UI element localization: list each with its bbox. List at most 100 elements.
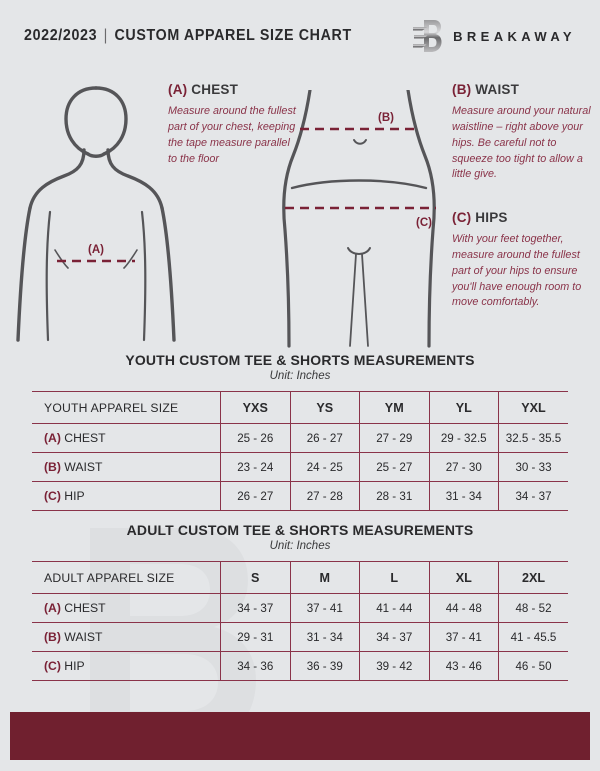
measurement-cell: 43 - 46 (428, 651, 499, 681)
measurement-row-label: (B) WAIST (32, 452, 221, 482)
size-column-header: YXS (220, 391, 291, 424)
adult-section-title: ADULT CUSTOM TEE & SHORTS MEASUREMENTS (126, 522, 474, 538)
size-column-header: YL (428, 391, 499, 424)
table-row: (C) HIP 26 - 27 27 - 28 28 - 31 31 - 34 34 - … (32, 481, 568, 511)
measurement-cell: 24 - 25 (289, 452, 360, 482)
measurement-cell: 30 - 33 (498, 452, 568, 482)
size-column-header: YM (359, 391, 430, 424)
youth-section-unit: Unit: Inches (269, 370, 331, 382)
measurement-cell: 31 - 34 (289, 622, 360, 652)
upper-body-torso-figure: (A) (16, 86, 176, 342)
measurement-tag: (A) (44, 601, 61, 615)
breakaway-b-logo-icon (413, 20, 442, 52)
youth-size-table: YOUTH APPAREL SIZE YXS YS YM YL YXL (A) CHEST 2… (32, 391, 568, 511)
apparel-size-header: ADULT APPAREL SIZE (32, 561, 221, 594)
brand-lockup: BREAKAWAY (412, 19, 576, 53)
callout-chest-word: CHEST (191, 82, 239, 97)
measurement-cell: 36 - 39 (289, 651, 360, 681)
measurement-tag: (C) (44, 489, 61, 503)
adult-section-unit: Unit: Inches (269, 540, 331, 552)
table-row: (C) HIP 34 - 36 36 - 39 39 - 42 43 - 46 46 - … (32, 651, 568, 681)
measurement-cell: 29 - 31 (220, 622, 291, 652)
measurement-tag: (C) (44, 659, 61, 673)
measurement-cell: 27 - 30 (428, 452, 499, 482)
measurement-cell: 34 - 36 (220, 651, 291, 681)
measurement-cell: 29 - 32.5 (428, 423, 499, 453)
measurement-row-label: (A) CHEST (32, 593, 221, 623)
measurement-cell: 46 - 50 (498, 651, 568, 681)
measurement-cell: 37 - 41 (428, 622, 499, 652)
hips-marker-label: (C) (416, 217, 432, 229)
size-column-header: 2XL (498, 561, 568, 594)
callout-chest-title: (A) CHEST (168, 82, 296, 97)
measurement-cell: 39 - 42 (359, 651, 430, 681)
callout-waist-body: Measure around your natural waistline – … (452, 105, 591, 181)
measurement-cell: 34 - 37 (359, 622, 430, 652)
apparel-size-header: YOUTH APPAREL SIZE (32, 391, 221, 424)
callout-hips-body: With your feet together, measure around … (452, 233, 582, 309)
measurement-row-label: (C) HIP (32, 651, 221, 681)
measurement-row-label: (A) CHEST (32, 423, 221, 453)
waist-marker-label: (B) (378, 112, 394, 124)
youth-section-title: YOUTH CUSTOM TEE & SHORTS MEASUREMENTS (125, 352, 475, 368)
callout-hips-tag: (C) (452, 210, 472, 225)
measurement-cell: 27 - 29 (359, 423, 430, 453)
adult-size-table: ADULT APPAREL SIZE S M L XL 2XL (A) CHEST 34 - … (32, 561, 568, 681)
callout-chest-body: Measure around the fullest part of your … (168, 105, 296, 165)
size-column-header: YXL (498, 391, 568, 424)
callout-waist: (B) WAIST Measure around your natural wa… (452, 82, 592, 183)
measurement-cell: 34 - 37 (220, 593, 291, 623)
adult-table-body: ADULT APPAREL SIZE S M L XL 2XL (A) CHEST 34 - … (32, 561, 568, 681)
chest-marker-label: (A) (88, 244, 104, 256)
measurement-cell: 31 - 34 (428, 481, 499, 511)
youth-table-body: YOUTH APPAREL SIZE YXS YS YM YL YXL (A) CHEST 2… (32, 391, 568, 511)
measurement-cell: 25 - 27 (359, 452, 430, 482)
size-column-header: L (359, 561, 430, 594)
callout-chest: (A) CHEST Measure around the fullest par… (168, 82, 296, 167)
measurement-cell: 28 - 31 (359, 481, 430, 511)
table-row: (B) WAIST 23 - 24 24 - 25 25 - 27 27 - 30 30 … (32, 452, 568, 482)
measurement-row-label: (C) HIP (32, 481, 221, 511)
adult-size-section: ADULT CUSTOM TEE & SHORTS MEASUREMENTS U… (32, 522, 568, 681)
table-header-row: ADULT APPAREL SIZE S M L XL 2XL (32, 561, 568, 594)
table-row: (B) WAIST 29 - 31 31 - 34 34 - 37 37 - 41 41 … (32, 622, 568, 652)
measurement-cell: 44 - 48 (428, 593, 499, 623)
callout-waist-title: (B) WAIST (452, 82, 592, 97)
callout-hips: (C) HIPS With your feet together, measur… (452, 210, 594, 311)
callout-chest-tag: (A) (168, 82, 188, 97)
header-year: 2022/2023 (24, 27, 98, 44)
measurement-cell: 37 - 41 (289, 593, 360, 623)
page-header: 2022/2023 | CUSTOM APPAREL SIZE CHART BREA… (0, 0, 600, 72)
header-title-line: 2022/2023 | CUSTOM APPAREL SIZE CHART (24, 27, 352, 45)
lower-body-hips-figure: (B) (C) (282, 90, 436, 348)
measurement-cell: 23 - 24 (220, 452, 291, 482)
callout-hips-title: (C) HIPS (452, 210, 594, 225)
measurement-diagrams: (A) (B) (C) (A) C (0, 68, 600, 348)
size-column-header: M (289, 561, 360, 594)
callout-hips-word: HIPS (475, 210, 508, 225)
callout-waist-word: WAIST (475, 82, 520, 97)
measurement-cell: 32.5 - 35.5 (498, 423, 568, 453)
measurement-cell: 27 - 28 (289, 481, 360, 511)
table-header-row: YOUTH APPAREL SIZE YXS YS YM YL YXL (32, 391, 568, 424)
size-column-header: XL (428, 561, 499, 594)
measurement-cell: 41 - 45.5 (498, 622, 568, 652)
measurement-tag: (B) (44, 460, 61, 474)
measurement-cell: 26 - 27 (289, 423, 360, 453)
brand-name: BREAKAWAY (453, 28, 576, 44)
table-row: (A) CHEST 34 - 37 37 - 41 41 - 44 44 - 48 48 … (32, 593, 568, 623)
measurement-tag: (A) (44, 431, 61, 445)
footer-accent-bar (10, 712, 590, 760)
measurement-cell: 25 - 26 (220, 423, 291, 453)
size-column-header: S (220, 561, 291, 594)
header-separator: | (103, 27, 109, 44)
table-row: (A) CHEST 25 - 26 26 - 27 27 - 29 29 - 32.5 3… (32, 423, 568, 453)
measurement-cell: 34 - 37 (498, 481, 568, 511)
measurement-cell: 48 - 52 (498, 593, 568, 623)
measurement-cell: 26 - 27 (220, 481, 291, 511)
measurement-row-label: (B) WAIST (32, 622, 221, 652)
youth-size-section: YOUTH CUSTOM TEE & SHORTS MEASUREMENTS U… (32, 352, 568, 511)
measurement-cell: 41 - 44 (359, 593, 430, 623)
callout-waist-tag: (B) (452, 82, 472, 97)
header-title: CUSTOM APPAREL SIZE CHART (114, 27, 352, 44)
